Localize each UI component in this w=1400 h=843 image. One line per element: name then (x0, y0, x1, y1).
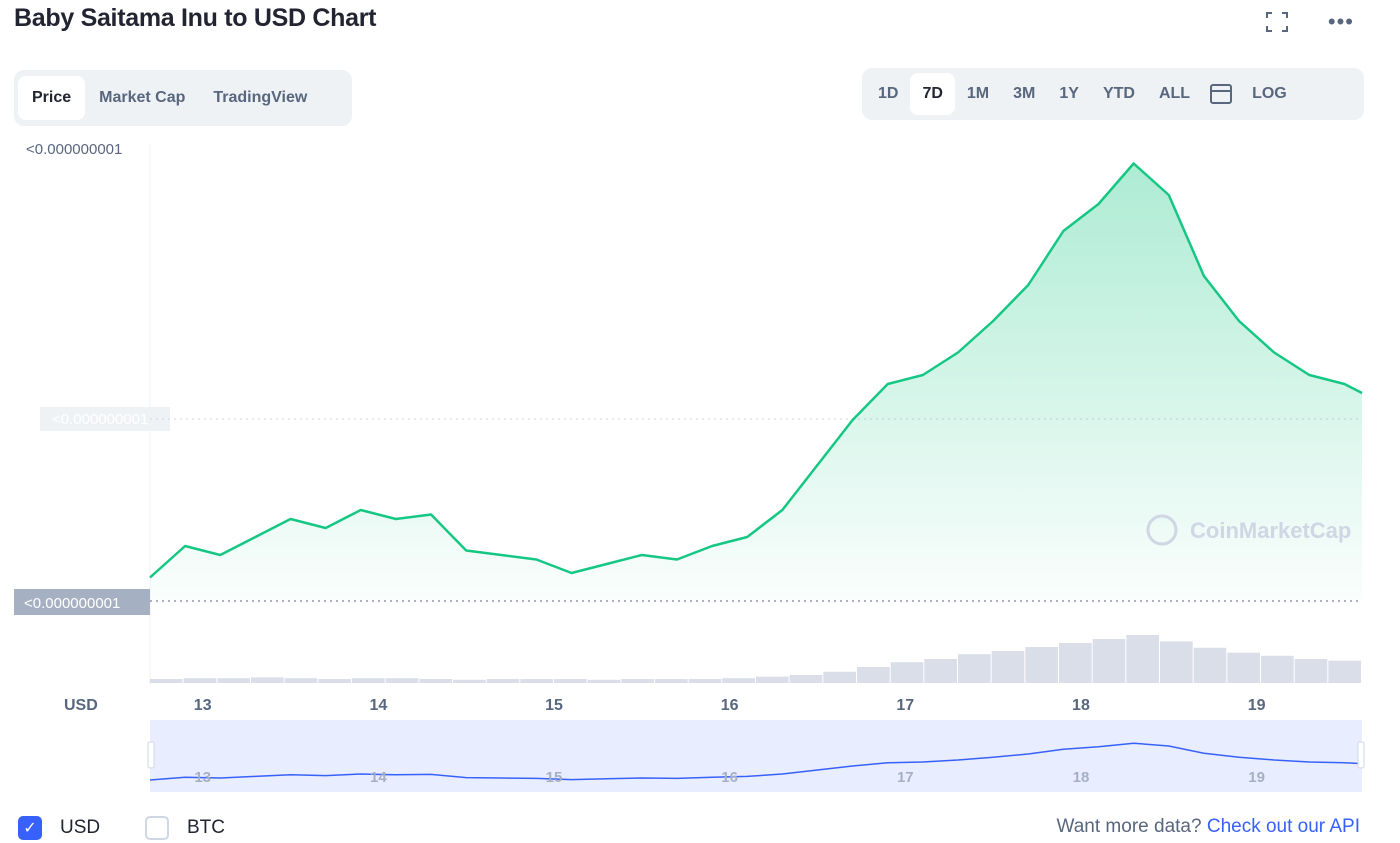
price-line (149, 162, 1363, 579)
volume-bar (251, 677, 284, 683)
range-all[interactable]: ALL (1158, 85, 1191, 102)
volume-bar (1160, 641, 1193, 683)
top-icons: ••• (1265, 9, 1354, 34)
volume-bar (789, 675, 823, 683)
volume-bar (352, 678, 385, 683)
range-ytd[interactable]: YTD (1102, 85, 1135, 102)
range-log[interactable]: LOG (1252, 85, 1287, 102)
y-axis-unit: USD (64, 697, 98, 714)
current-price-badge (14, 589, 150, 615)
volume-bar (284, 678, 318, 683)
volume-bar (1126, 635, 1159, 683)
brush-handle-left (147, 741, 155, 769)
y-tick-box (40, 407, 170, 431)
api-prefix: Want more data? (1056, 816, 1202, 837)
volume-bar (183, 678, 217, 683)
volume-bar (991, 651, 1025, 683)
btc-checkbox[interactable] (145, 816, 169, 840)
volume-bar (1059, 643, 1092, 683)
brush-tick-label: 15 (546, 769, 563, 786)
price-chart[interactable]: <0.000000001 <0.000000001 <0.000000001 Coin… (0, 130, 1400, 800)
x-tick-label: 16 (721, 697, 739, 714)
range-7d[interactable]: 7D (910, 73, 955, 115)
volume-bar (857, 667, 890, 683)
volume-bar (1025, 647, 1058, 683)
tab-price[interactable]: Price (18, 76, 86, 120)
volume-bar (688, 679, 722, 683)
range-1m[interactable]: 1M (966, 85, 990, 102)
brush-window (150, 720, 1362, 792)
range-1d[interactable]: 1D (878, 85, 899, 102)
volume-bar (1294, 659, 1328, 683)
btc-toggle[interactable]: BTC (145, 816, 225, 840)
volume-bar (1261, 655, 1294, 683)
api-link[interactable]: Check out our API (1206, 816, 1360, 837)
y-tick-label: <0.000000001 (52, 411, 148, 428)
brush-tick-label: 17 (897, 769, 914, 786)
range-1y[interactable]: 1Y (1059, 85, 1079, 102)
chart-type-tabs: Price Market Cap TradingView (14, 70, 352, 126)
x-tick-label: 17 (896, 697, 914, 714)
volume-bar (958, 654, 991, 683)
brush-tick-label: 16 (721, 769, 738, 786)
y-tick-label: <0.000000001 (26, 141, 122, 158)
volume-bar (1328, 660, 1361, 683)
x-tick-label: 19 (1248, 697, 1266, 714)
volume-bar (385, 678, 419, 683)
volume-bar (823, 671, 856, 683)
x-tick-label: 15 (545, 697, 563, 714)
current-price-label: <0.000000001 (24, 595, 120, 612)
tab-market-cap[interactable]: Market Cap (99, 89, 186, 106)
chart-title: Baby Saitama Inu to USD Chart (14, 4, 377, 32)
volume-bar (554, 679, 587, 683)
time-range-selector: 1D 7D 1M 3M 1Y YTD ALL LOG (862, 68, 1364, 120)
brush-tick-label: 18 (1073, 769, 1090, 786)
fullscreen-icon[interactable] (1265, 12, 1288, 32)
range-3m[interactable]: 3M (1013, 85, 1036, 102)
volume-bar (1092, 639, 1126, 683)
volume-bar (150, 679, 183, 683)
usd-toggle[interactable]: ✓ USD (18, 816, 100, 840)
watermark: CoinMarketCap (1190, 518, 1351, 543)
check-icon[interactable]: ✓ (18, 816, 42, 840)
btc-toggle-label: BTC (187, 817, 225, 838)
volume-bar (318, 679, 351, 683)
x-tick-label: 13 (194, 697, 212, 714)
watermark-logo-icon (1146, 514, 1178, 546)
usd-toggle-label: USD (60, 817, 101, 838)
tab-tradingview[interactable]: TradingView (213, 89, 308, 106)
more-icon[interactable]: ••• (1327, 9, 1354, 34)
volume-bar (419, 679, 452, 683)
brush-tick-label: 13 (194, 769, 211, 786)
brush-tick-label: 19 (1248, 769, 1265, 786)
api-promo: Want more data? Check out our API (1057, 816, 1360, 838)
price-area (150, 163, 1362, 600)
volume-bar (453, 679, 486, 683)
volume-bar (890, 662, 924, 683)
x-tick-label: 18 (1072, 697, 1090, 714)
brush-line (149, 742, 1363, 781)
volume-bar (1193, 647, 1227, 683)
volume-bar (722, 678, 755, 683)
brush-tick-label: 14 (370, 769, 387, 786)
volume-bar (655, 679, 688, 683)
volume-bar (486, 679, 520, 683)
volume-bar (587, 679, 621, 683)
volume-bar (621, 679, 654, 683)
volume-bar (217, 678, 250, 683)
volume-bar (520, 679, 553, 683)
brush-handle-right (1357, 741, 1365, 769)
x-tick-label: 14 (369, 697, 387, 714)
volume-bar (756, 676, 789, 683)
volume-bar (924, 659, 957, 683)
volume-bar (1227, 652, 1260, 683)
calendar-icon[interactable] (1210, 84, 1233, 104)
